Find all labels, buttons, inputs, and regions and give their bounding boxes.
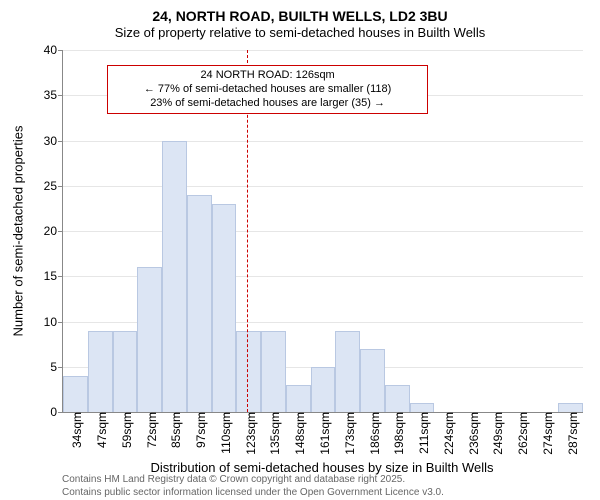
- histogram-bar: [360, 349, 385, 412]
- ytick-label: 25: [44, 179, 63, 193]
- histogram-bar: [113, 331, 138, 412]
- xtick-label: 249sqm: [487, 412, 505, 455]
- xtick-label: 211sqm: [413, 412, 431, 454]
- annotation-line: 24 NORTH ROAD: 126sqm: [114, 69, 421, 83]
- annotation-line: ← 77% of semi-detached houses are smalle…: [114, 83, 421, 97]
- xtick-label: 47sqm: [91, 412, 109, 448]
- ytick-label: 35: [44, 88, 63, 102]
- annotation-line: 23% of semi-detached houses are larger (…: [114, 97, 421, 111]
- plot-area: 051015202530354034sqm47sqm59sqm72sqm85sq…: [62, 50, 583, 413]
- histogram-bar: [410, 403, 435, 412]
- attribution-text: Contains HM Land Registry data © Crown c…: [62, 474, 444, 499]
- gridline: [63, 186, 583, 187]
- xtick-label: 262sqm: [512, 412, 530, 455]
- histogram-bar: [311, 367, 336, 412]
- xtick-label: 85sqm: [165, 412, 183, 448]
- histogram-bar: [212, 204, 237, 412]
- xtick-label: 274sqm: [537, 412, 555, 455]
- annotation-box: 24 NORTH ROAD: 126sqm← 77% of semi-detac…: [107, 65, 428, 114]
- gridline: [63, 50, 583, 51]
- histogram-bar: [385, 385, 410, 412]
- histogram-bar: [187, 195, 212, 412]
- xtick-label: 110sqm: [215, 412, 233, 454]
- histogram-chart: 24, NORTH ROAD, BUILTH WELLS, LD2 3BU Si…: [0, 8, 600, 40]
- histogram-bar: [286, 385, 311, 412]
- ytick-label: 40: [44, 43, 63, 57]
- xtick-label: 59sqm: [116, 412, 134, 448]
- ytick-label: 0: [50, 405, 63, 419]
- xtick-label: 148sqm: [289, 412, 307, 455]
- histogram-bar: [162, 141, 187, 413]
- gridline: [63, 231, 583, 232]
- attribution-line-1: Contains HM Land Registry data © Crown c…: [62, 474, 444, 487]
- xtick-label: 123sqm: [240, 412, 258, 455]
- histogram-bar: [137, 267, 162, 412]
- xtick-label: 198sqm: [388, 412, 406, 455]
- xtick-label: 287sqm: [562, 412, 580, 455]
- ytick-label: 5: [50, 360, 63, 374]
- xtick-label: 34sqm: [66, 412, 84, 448]
- attribution-line-2: Contains public sector information licen…: [62, 487, 444, 500]
- ytick-label: 15: [44, 269, 63, 283]
- ytick-label: 20: [44, 224, 63, 238]
- xtick-label: 236sqm: [463, 412, 481, 455]
- chart-subtitle: Size of property relative to semi-detach…: [0, 25, 600, 41]
- histogram-bar: [558, 403, 583, 412]
- ytick-label: 10: [44, 315, 63, 329]
- xtick-label: 97sqm: [190, 412, 208, 448]
- x-axis-label: Distribution of semi-detached houses by …: [151, 460, 494, 475]
- xtick-label: 224sqm: [438, 412, 456, 455]
- histogram-bar: [63, 376, 88, 412]
- gridline: [63, 141, 583, 142]
- xtick-label: 173sqm: [339, 412, 357, 455]
- chart-title: 24, NORTH ROAD, BUILTH WELLS, LD2 3BU: [0, 8, 600, 25]
- ytick-label: 30: [44, 134, 63, 148]
- histogram-bar: [236, 331, 261, 412]
- xtick-label: 135sqm: [264, 412, 282, 455]
- xtick-label: 72sqm: [141, 412, 159, 448]
- xtick-label: 161sqm: [314, 412, 332, 455]
- histogram-bar: [261, 331, 286, 412]
- histogram-bar: [88, 331, 113, 412]
- xtick-label: 186sqm: [364, 412, 382, 455]
- histogram-bar: [335, 331, 360, 412]
- y-axis-label: Number of semi-detached properties: [11, 126, 26, 337]
